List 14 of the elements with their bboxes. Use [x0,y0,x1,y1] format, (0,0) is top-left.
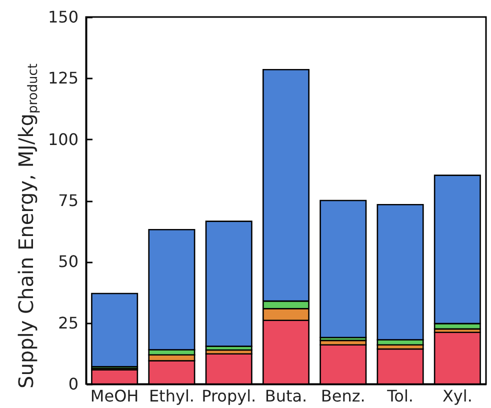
y-tick-label: 0 [68,374,78,394]
x-tick-label: Buta. [264,386,308,406]
x-tick-label: Ethyl. [148,386,194,406]
y-tick-label: 75 [58,191,78,210]
x-tick-label: Xyl. [442,386,472,406]
y-tick-label: 50 [58,252,78,272]
x-tick-label: Benz. [320,386,366,406]
x-tick-label: Tol. [386,386,414,406]
x-tick-label: Propyl. [202,386,256,406]
y-tick-label: 100 [48,130,78,149]
y-tick-label: 25 [58,313,78,332]
x-tick-label: MeOH [90,386,139,406]
y-tick-label: 125 [48,68,78,88]
y-tick-label: 150 [48,8,78,26]
